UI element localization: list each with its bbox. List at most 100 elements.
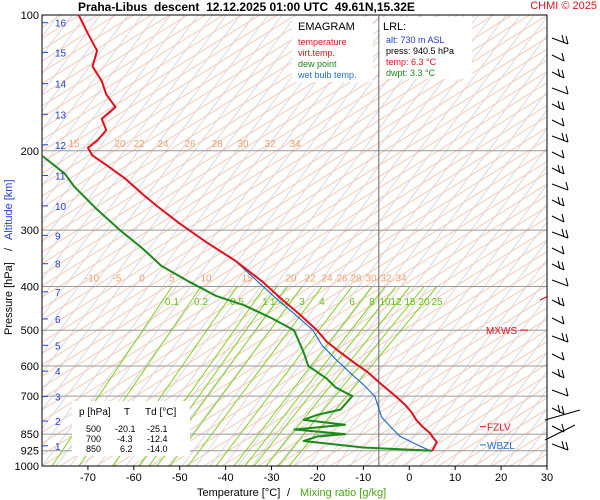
wind-barb-flag: [561, 440, 565, 450]
xlabel-temperature: Temperature [°C]: [197, 487, 280, 499]
moist-adiabat-line: [42, 15, 512, 310]
wind-barb-flag: [565, 85, 569, 95]
isotherm-label: 24: [321, 274, 333, 285]
temp-tick-label: -60: [126, 472, 142, 484]
moist-adiabat-line: [257, 284, 547, 466]
dry-adiabat-line: [419, 295, 547, 466]
wind-barb-shaft: [551, 87, 569, 95]
wind-barb-shaft: [551, 215, 565, 223]
wind-barb-flag: [561, 228, 565, 238]
dry-adiabat-line: [489, 389, 547, 466]
moist-adiabat-line: [42, 15, 314, 186]
lrl-temp: temp: 6.3 °C: [386, 57, 437, 67]
wind-barb-shaft: [544, 409, 581, 421]
moist-adiabat-line: [275, 296, 547, 466]
altitude-tick-label: 8: [55, 260, 61, 271]
fzlv-label: FZLV: [487, 423, 511, 434]
wind-barb-flag: [561, 69, 565, 79]
wind-barb-flag: [557, 68, 561, 78]
moist-adiabat-line: [42, 15, 547, 332]
wind-barb-shaft: [551, 353, 565, 361]
wind-barb-shaft: [551, 299, 565, 307]
moist-adiabat-line: [311, 318, 547, 466]
wbzl-label: WBZL: [487, 441, 515, 452]
temp-tick-label: -50: [172, 472, 188, 484]
moist-adiabat-line: [113, 194, 547, 466]
dry-adiabat-line: [237, 53, 547, 466]
wind-barb-flag: [561, 101, 565, 111]
altitude-tick-label: 3: [55, 392, 61, 403]
moist-adiabat-line: [77, 172, 547, 466]
lrl-title: LRL:: [383, 21, 406, 33]
mixing-ratio-label: 0.1: [165, 297, 179, 308]
dry-adiabat-line: [195, 15, 535, 466]
xlabel-mixing-ratio: Mixing ratio [g/kg]: [300, 487, 386, 499]
altitude-tick-label: 13: [55, 110, 67, 121]
mixing-ratio-line: [169, 286, 303, 466]
wind-barb-flag: [561, 197, 565, 207]
moist-adiabat-line: [42, 15, 170, 96]
isotherm-label: 30: [365, 274, 377, 285]
mixing-ratio-line: [288, 286, 438, 466]
moist-adiabat-line: [419, 386, 547, 466]
wind-barb-flag: [557, 296, 561, 306]
mixing-ratio-line: [233, 286, 373, 466]
altitude-tick-label: 10: [55, 202, 67, 213]
wind-barb-shaft: [551, 37, 569, 45]
moist-adiabat-line: [42, 71, 547, 388]
wind-barb-flag: [565, 229, 569, 239]
dry-adiabat-line: [433, 314, 547, 466]
wind-barb-shaft: [551, 443, 569, 451]
table-row-700-td: -12.4: [147, 434, 168, 444]
mixing-ratio-label: 20: [418, 297, 430, 308]
pressure-tick-label: 600: [21, 361, 39, 373]
mixing-ratio-label: 3: [299, 297, 305, 308]
dry-adiabat-line: [391, 258, 547, 466]
dry-adiabat-line: [0, 15, 2, 466]
moist-adiabat-line: [42, 15, 278, 163]
series-temperatureline: [77, 14, 438, 452]
moist-adiabat-line: [42, 149, 547, 466]
table-row-500-p: 500: [86, 424, 101, 434]
wind-barb-shaft: [551, 167, 565, 175]
temperature-axis: -70 -60 -50 -40 -30 -20 -10 0 10 20 30: [80, 466, 553, 484]
y-axis-title: Pressure [hPa] / Altitude [km]: [3, 179, 15, 335]
dry-adiabat-line: [531, 445, 547, 466]
wind-barb-shaft: [551, 407, 565, 415]
table-row-700-p: 700: [86, 434, 101, 444]
wind-barb-shaft: [551, 263, 565, 271]
lrl-box: LRL: alt: 730 m ASL press: 940.5 hPa tem…: [380, 17, 472, 79]
isotherm-label: 15: [241, 274, 253, 285]
lrl-dewpoint: dwpt: 3.3 °C: [386, 68, 436, 78]
mixing-ratio-line: [215, 286, 353, 466]
moist-adiabat-line: [42, 15, 530, 321]
moist-adiabat-line: [401, 374, 547, 466]
ylabel-altitude: Altitude [km]: [3, 179, 15, 240]
mixing-ratio-label: 6: [349, 297, 355, 308]
moist-adiabat-line: [509, 442, 547, 466]
altitude-tick-label: 4: [55, 367, 61, 378]
wind-barb-flag: [561, 213, 565, 223]
moist-adiabat-line: [59, 161, 547, 466]
wind-barb-shaft: [551, 103, 565, 111]
moist-adiabat-line: [42, 15, 206, 118]
plot-frame: [41, 14, 548, 467]
altitude-tick-label: 2: [55, 417, 61, 428]
wind-barb-shaft: [551, 335, 569, 343]
moist-adiabat-line: [293, 307, 547, 466]
temp-tick-label: 30: [541, 472, 553, 484]
xlabel-separator: /: [287, 487, 291, 499]
moist-adiabat-line: [149, 217, 547, 466]
dry-adiabat-line: [279, 109, 547, 466]
wind-barb-flag: [565, 277, 569, 287]
moist-adiabat-line: [42, 138, 547, 456]
dry-adiabat-line: [461, 351, 547, 466]
wind-barb-flag: [557, 100, 561, 110]
table-row-700-t: -4.3: [117, 434, 133, 444]
moist-adiabat-line: [42, 15, 224, 130]
dry-adiabat-line: [42, 15, 283, 337]
wind-barb-shaft: [544, 424, 576, 441]
wind-barb-flag: [565, 35, 569, 45]
